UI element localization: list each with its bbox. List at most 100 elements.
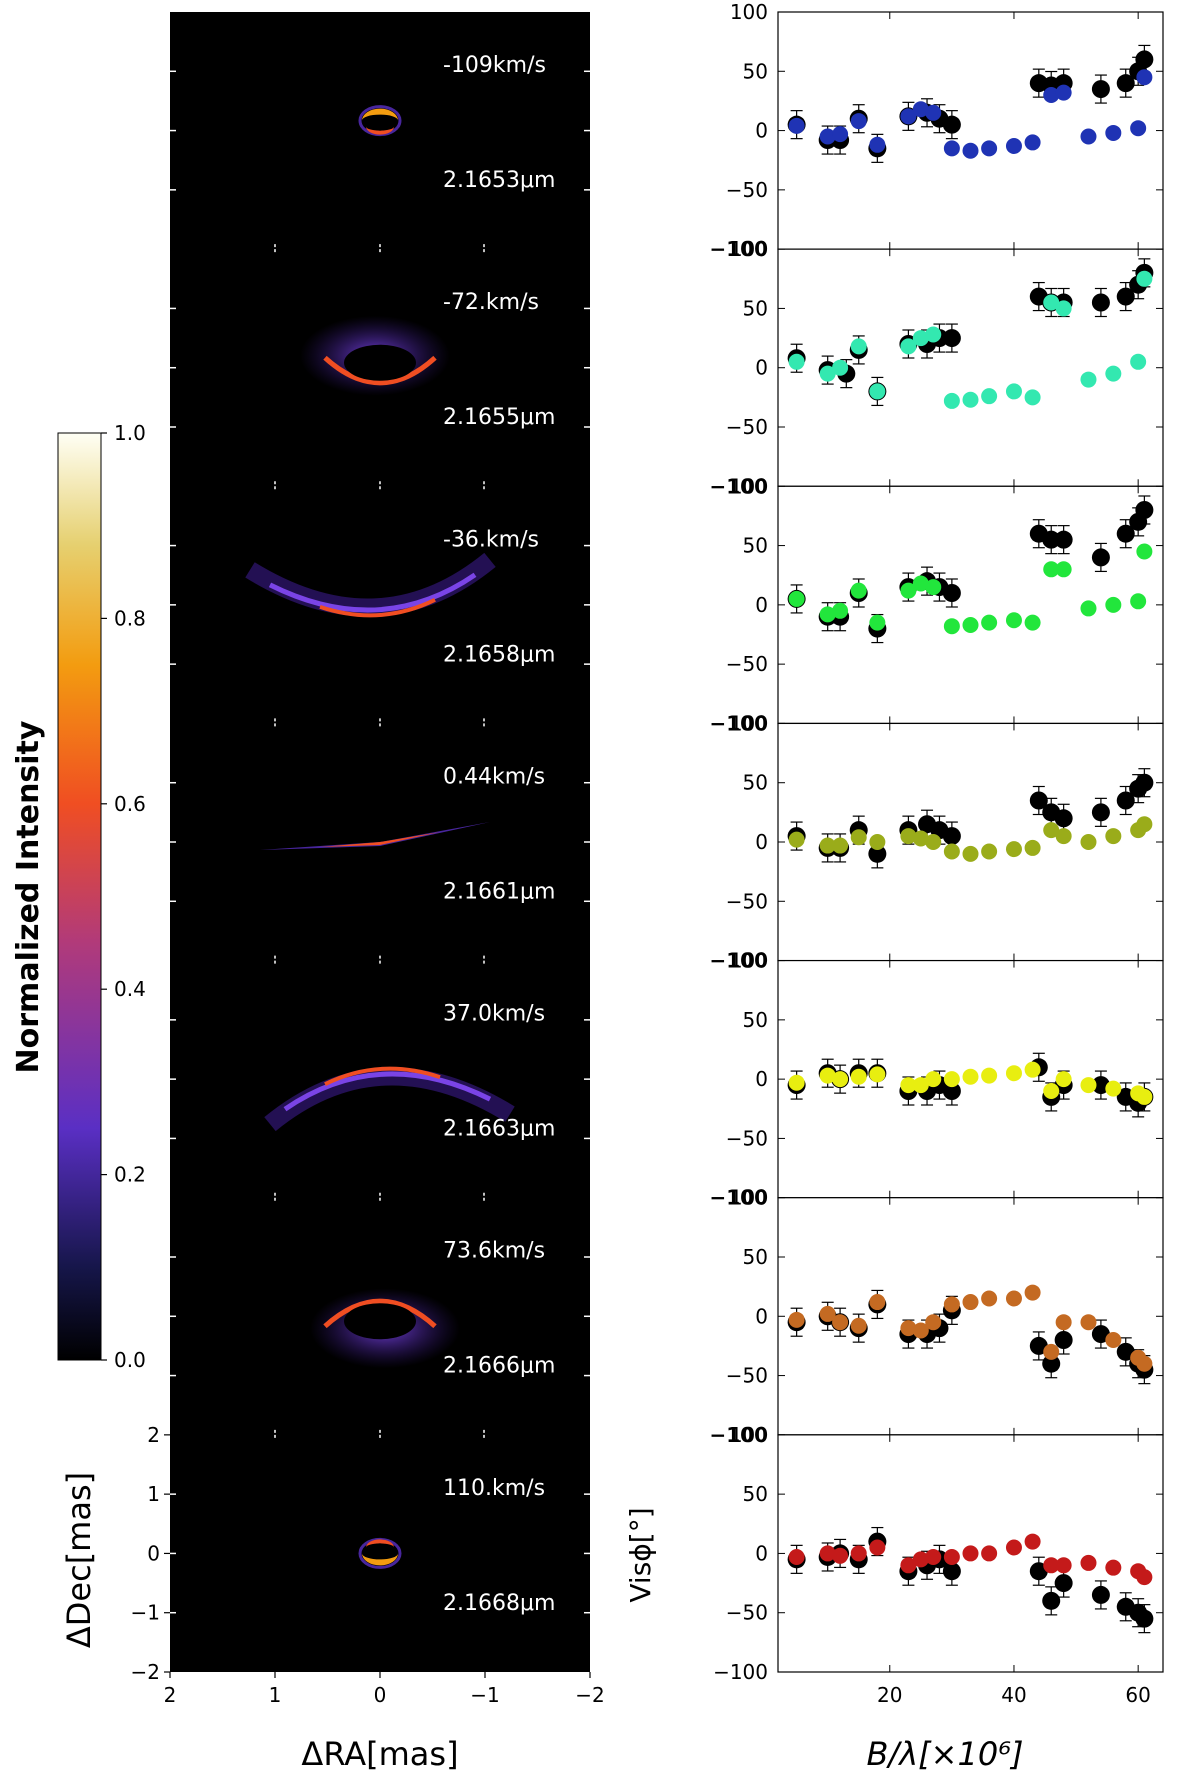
intensity-panel: -72.km/s 2.1655μm (170, 244, 590, 430)
colorbar-tick-label: 0.0 (114, 1348, 146, 1372)
model-point (981, 1067, 998, 1084)
observed-point (1116, 524, 1135, 543)
model-point (1055, 84, 1072, 101)
model-point (869, 834, 886, 850)
phase-y-tick-label: −50 (726, 1364, 768, 1388)
model-point (1136, 1088, 1153, 1105)
model-point (1055, 828, 1072, 845)
colorbar-ticks: 0.0 0.2 0.4 0.6 0.8 1.0 (101, 421, 146, 1372)
model-point (981, 1290, 998, 1307)
model-point (925, 104, 942, 121)
model-point (925, 1071, 942, 1088)
model-point (943, 140, 960, 157)
model-point (832, 1547, 849, 1564)
colorbar-tick-label: 0.4 (114, 977, 146, 1001)
model-point (1043, 1557, 1060, 1574)
emission-morphology (358, 1537, 402, 1569)
left-x-axis-label: ΔRA[mas] (301, 1735, 458, 1773)
phase-y-tick-label: −100 (709, 1423, 768, 1447)
model-point (981, 843, 998, 860)
model-point (788, 117, 805, 134)
phase-y-tick-label: 0 (755, 1067, 768, 1091)
phase-y-tick-label: 100 (730, 237, 768, 261)
left-x-tick-label: −1 (470, 1683, 499, 1707)
model-point (912, 330, 929, 347)
model-point (1043, 87, 1060, 103)
model-point (1043, 1083, 1060, 1099)
observed-point (868, 844, 887, 863)
model-point (1136, 1569, 1153, 1586)
observed-point (1054, 809, 1073, 828)
model-point (962, 391, 979, 408)
model-point (1105, 1559, 1122, 1576)
model-point (943, 843, 960, 860)
model-point (1080, 834, 1097, 850)
phase-panel: 100 50 0 −50 −100 (709, 0, 1164, 261)
emission-morphology (300, 315, 450, 396)
model-point (832, 1071, 849, 1088)
model-point (1005, 1065, 1022, 1082)
model-point (981, 140, 998, 157)
phase-y-tick-label: 100 (730, 0, 768, 24)
observed-point (942, 115, 961, 134)
phase-panel: 100 50 0 −50 −100 (709, 474, 1164, 735)
model-point (869, 614, 886, 631)
model-point (869, 136, 886, 153)
left-x-tick-label: 2 (164, 1683, 177, 1707)
observed-point (1116, 74, 1135, 93)
observed-point (1135, 501, 1154, 519)
model-point (912, 1322, 929, 1339)
phase-y-tick-label: 100 (730, 949, 768, 973)
model-point (819, 365, 836, 382)
phase-y-tick-label: 50 (743, 771, 768, 795)
colorbar-tick-label: 0.2 (114, 1163, 146, 1187)
model-point (981, 388, 998, 405)
observed-point (1029, 1562, 1048, 1581)
model-point (1136, 69, 1153, 86)
model-point (962, 1068, 979, 1085)
wavelength-label: 2.1658μm (443, 642, 555, 667)
model-point (900, 828, 917, 845)
left-x-tick-label: 1 (269, 1683, 282, 1707)
emission-morphology (310, 1288, 460, 1369)
observed-point (1091, 1325, 1110, 1344)
observed-point (1091, 293, 1110, 312)
observed-point (942, 1562, 961, 1581)
model-point (912, 1077, 929, 1094)
model-point (1055, 561, 1072, 578)
phase-y-tick-label: 100 (730, 1423, 768, 1447)
model-point (819, 837, 836, 854)
phase-y-tick-label: 50 (743, 1482, 768, 1506)
model-point (1005, 383, 1022, 400)
phase-panel: 100 50 0 −50 −100 (709, 711, 1164, 973)
model-point (788, 1311, 805, 1328)
intensity-maps: -109km/s 2.1653μm -72.km/s 2.1655μm -36.km/s… (60, 12, 605, 1773)
observed-point (1029, 791, 1048, 810)
wavelength-label: 2.1661μm (443, 879, 555, 904)
model-point (1005, 1539, 1022, 1556)
colorbar-tick-label: 0.6 (114, 792, 146, 816)
observed-point (1091, 803, 1110, 822)
velocity-label: 0.44km/s (443, 764, 545, 789)
model-point (788, 831, 805, 848)
model-point (1024, 1284, 1041, 1301)
model-point (1105, 1332, 1122, 1348)
model-point (1105, 124, 1122, 141)
model-point (1136, 270, 1153, 287)
phase-y-tick-label: −50 (726, 1126, 768, 1150)
phase-panel: 100 50 0 −50 −100 (713, 1423, 1164, 1684)
model-point (1055, 1314, 1072, 1331)
phase-y-tick-label: 0 (755, 356, 768, 380)
observed-point (1054, 1574, 1073, 1593)
emission-morphology (264, 1066, 515, 1132)
model-point (819, 606, 836, 623)
emission-morphology (260, 822, 490, 850)
model-point (1005, 841, 1022, 858)
phase-y-tick-label: 50 (743, 296, 768, 320)
phase-x-tick-label: 60 (1125, 1683, 1150, 1707)
model-point (912, 830, 929, 847)
phase-y-tick-label: 0 (755, 1541, 768, 1565)
model-point (1055, 1557, 1072, 1574)
phase-panel: 100 50 0 −50 −100 (709, 1186, 1164, 1447)
